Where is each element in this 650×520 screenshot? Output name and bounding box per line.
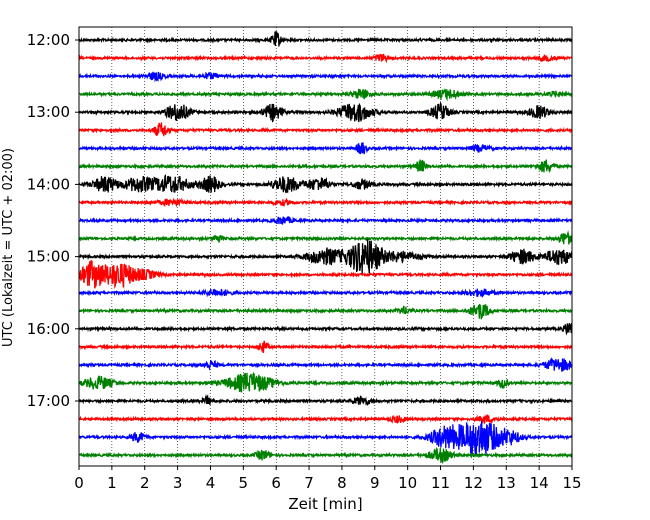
x-tick-label: 12 bbox=[464, 474, 483, 492]
trace-line bbox=[78, 100, 573, 123]
trace-line bbox=[78, 142, 573, 155]
trace-line bbox=[78, 394, 573, 406]
x-tick-label: 7 bbox=[304, 474, 314, 492]
trace-line bbox=[78, 421, 573, 456]
trace-line bbox=[78, 414, 573, 425]
trace-line bbox=[78, 31, 573, 47]
x-tick-label: 15 bbox=[562, 474, 581, 492]
x-tick-label: 5 bbox=[239, 474, 249, 492]
y-tick-label: 17:00 bbox=[27, 392, 70, 410]
trace-line bbox=[78, 53, 573, 64]
x-axis-label: Zeit [min] bbox=[288, 495, 362, 513]
x-tick-label: 3 bbox=[173, 474, 183, 492]
trace-line bbox=[78, 197, 573, 208]
y-tick-label: 16:00 bbox=[27, 320, 70, 338]
trace-line bbox=[78, 303, 573, 320]
trace-line bbox=[78, 71, 573, 83]
trace-line bbox=[78, 446, 573, 464]
trace-line bbox=[78, 259, 573, 290]
x-tick-label: 9 bbox=[370, 474, 380, 492]
y-axis-label: UTC (Lokalzeit = UTC + 02:00) bbox=[1, 148, 16, 347]
x-tick-label: 1 bbox=[107, 474, 117, 492]
trace-line bbox=[78, 215, 573, 225]
x-tick-label: 2 bbox=[140, 474, 150, 492]
trace-line bbox=[78, 239, 573, 276]
trace-line bbox=[78, 88, 573, 102]
x-axis-ticks: 0 1 2 3 4 5 6 7 8 9 10 11 12 13 14 15 bbox=[74, 466, 582, 492]
trace-line bbox=[78, 371, 573, 393]
trace-line bbox=[78, 357, 573, 372]
grid-lines bbox=[111, 27, 540, 466]
trace-line bbox=[78, 288, 573, 298]
x-tick-label: 10 bbox=[398, 474, 417, 492]
plot-area-frame bbox=[78, 26, 573, 467]
y-tick-label: 15:00 bbox=[27, 248, 70, 266]
trace-line bbox=[78, 174, 573, 194]
trace-line bbox=[78, 230, 573, 245]
x-tick-label: 0 bbox=[74, 474, 84, 492]
x-tick-label: 13 bbox=[497, 474, 516, 492]
trace-line bbox=[78, 322, 573, 336]
trace-line bbox=[78, 340, 573, 354]
y-tick-label: 13:00 bbox=[27, 103, 70, 121]
trace-series bbox=[78, 31, 573, 464]
trace-line bbox=[78, 159, 573, 174]
x-tick-label: 14 bbox=[530, 474, 549, 492]
trace-line bbox=[78, 122, 573, 137]
x-tick-label: 6 bbox=[271, 474, 281, 492]
x-tick-label: 11 bbox=[431, 474, 450, 492]
x-tick-label: 4 bbox=[206, 474, 216, 492]
y-tick-label: 12:00 bbox=[27, 31, 70, 49]
y-axis-ticks: 12:00 13:00 14:00 15:00 16:00 17:00 bbox=[27, 31, 79, 410]
x-tick-label: 8 bbox=[337, 474, 347, 492]
y-tick-label: 14:00 bbox=[27, 175, 70, 193]
